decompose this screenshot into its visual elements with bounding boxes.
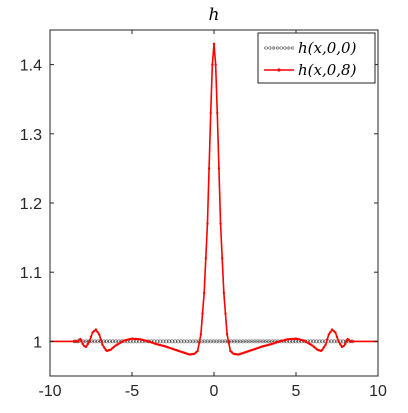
- legend-entry: h(x,0,8): [264, 61, 357, 79]
- data-point: [222, 291, 226, 295]
- data-point: [211, 63, 214, 66]
- data-point: [99, 338, 103, 341]
- data-point: [227, 341, 230, 344]
- data-point: [214, 63, 217, 66]
- legend-label: h(x,0,8): [298, 61, 357, 79]
- data-point: [342, 344, 345, 348]
- axis-layer: -10 -5 0 5 10 1 1.1 1.2 1.3 1.4: [20, 30, 387, 400]
- y-tick-label: 1.1: [20, 265, 42, 282]
- data-point: [204, 257, 207, 260]
- data-point: [212, 42, 216, 46]
- data-point: [324, 343, 327, 347]
- data-point: [219, 222, 222, 225]
- legend-items: h(x,0,0) h(x,0,8): [264, 39, 357, 79]
- y-tick-label: 1.2: [20, 196, 42, 213]
- legend-entry: h(x,0,0): [264, 39, 357, 57]
- legend-marker: [271, 46, 276, 50]
- x-tick-label: -10: [38, 383, 61, 400]
- data-point: [193, 352, 196, 356]
- x-tick-label: 0: [210, 383, 219, 400]
- data-point: [229, 349, 232, 353]
- data-point: [196, 349, 199, 353]
- data-point: [199, 333, 203, 336]
- data-point: [84, 345, 88, 349]
- data-point: [311, 344, 314, 347]
- data-point: [350, 340, 353, 343]
- data-point: [202, 291, 206, 295]
- data-point: [321, 348, 324, 352]
- data-point: [86, 342, 89, 346]
- data-point: [198, 341, 201, 344]
- legend-marker: [279, 46, 283, 50]
- data-point: [112, 345, 116, 349]
- legend-label: h(x,0,0): [298, 39, 357, 57]
- series-line-h08: [50, 43, 378, 356]
- data-point: [201, 312, 204, 315]
- legend-box: [257, 32, 376, 84]
- data-point: [93, 329, 96, 333]
- x-tick-label: 5: [292, 383, 301, 400]
- legend-marker: [283, 46, 287, 50]
- data-point: [88, 340, 91, 343]
- data-point: [94, 328, 98, 331]
- data-point: [111, 347, 114, 350]
- legend-marker: [275, 46, 280, 50]
- data-point: [312, 345, 316, 349]
- data-point: [322, 346, 326, 349]
- data-point: [221, 257, 224, 260]
- series-markers-h08: [73, 42, 355, 356]
- data-point: [332, 329, 335, 333]
- data-point: [102, 346, 106, 349]
- data-point: [76, 340, 80, 343]
- legend-marker: [290, 46, 295, 50]
- data-point: [347, 338, 350, 341]
- data-point: [325, 338, 329, 341]
- y-tick-label: 1.4: [20, 58, 42, 75]
- data-point: [329, 330, 332, 334]
- series-markers-h00: [72, 339, 354, 344]
- legend: h(x,0,0) h(x,0,8): [257, 32, 376, 84]
- data-point: [216, 111, 219, 115]
- data-point: [96, 330, 99, 334]
- data-point: [327, 333, 330, 336]
- data-point: [217, 167, 221, 170]
- data-point: [101, 343, 104, 347]
- data-point: [75, 340, 78, 343]
- x-tick-label: -5: [125, 383, 139, 400]
- data-point: [91, 331, 94, 334]
- data-point: [344, 342, 347, 346]
- data-point: [352, 340, 355, 343]
- data-point: [348, 340, 352, 343]
- data-point: [335, 335, 339, 339]
- chart-title: h: [209, 5, 220, 25]
- legend-marker: [277, 68, 281, 72]
- data-point: [206, 222, 209, 225]
- data-point: [109, 348, 112, 351]
- data-point: [207, 167, 211, 170]
- legend-marker: [264, 46, 268, 50]
- series-layer: [50, 42, 378, 356]
- data-point: [194, 351, 198, 354]
- data-point: [334, 331, 337, 334]
- data-point: [339, 342, 342, 346]
- y-tick-label: 1.3: [20, 127, 42, 144]
- data-point: [98, 333, 101, 336]
- y-tick-label: 1: [33, 334, 42, 351]
- data-point: [314, 347, 317, 350]
- data-point: [79, 339, 83, 342]
- data-point: [224, 312, 227, 315]
- data-point: [230, 351, 234, 354]
- legend-marker: [287, 46, 291, 50]
- legend-marker: [268, 46, 272, 50]
- data-point: [337, 340, 340, 343]
- data-point: [330, 328, 334, 331]
- data-point: [209, 111, 212, 115]
- x-tick-label: 10: [369, 383, 387, 400]
- data-point: [81, 342, 85, 346]
- data-point: [89, 335, 93, 339]
- data-point: [225, 333, 229, 336]
- data-point: [73, 340, 76, 343]
